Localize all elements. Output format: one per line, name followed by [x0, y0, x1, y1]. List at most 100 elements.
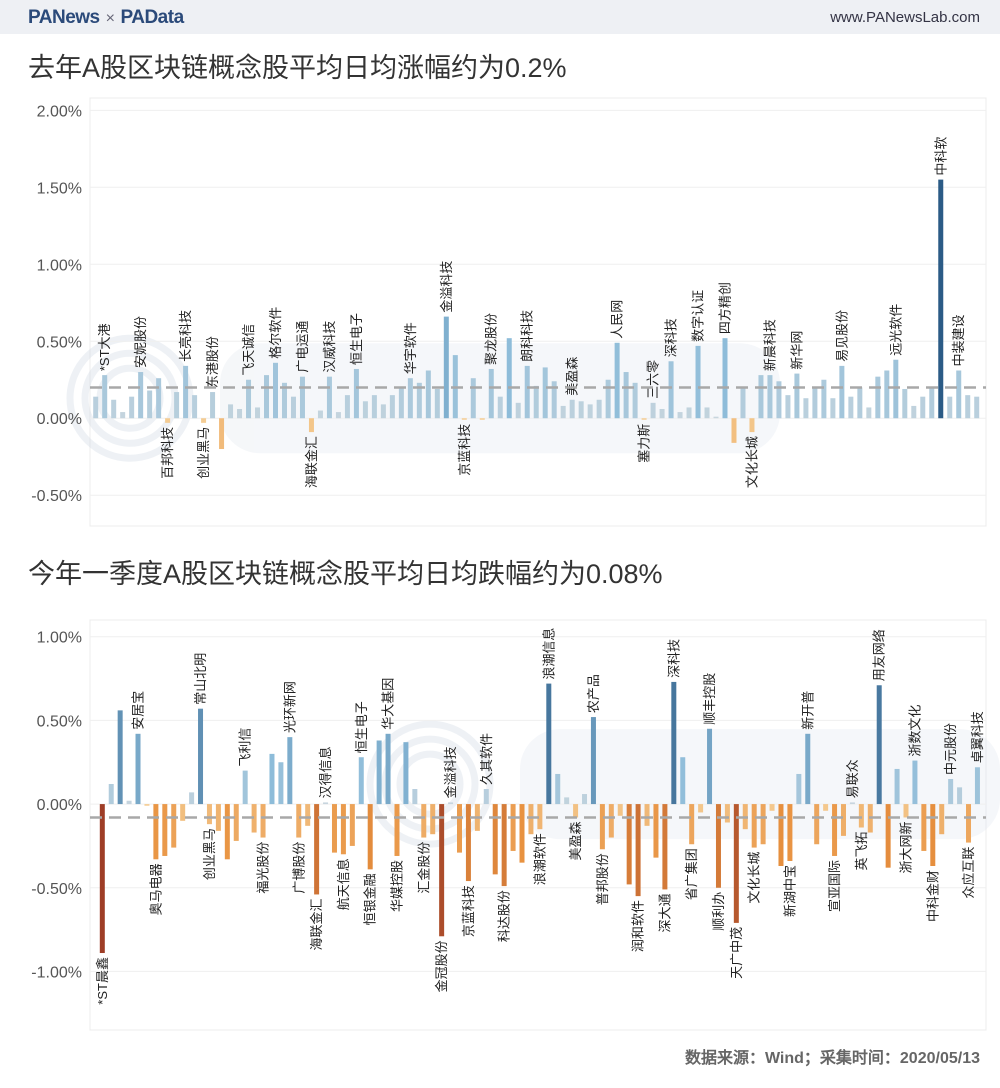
- bar: [273, 362, 278, 419]
- bar-label: 安妮股份: [133, 316, 148, 368]
- bar-label: 海联金汇: [309, 898, 324, 950]
- bar-label: 恒银金融: [363, 873, 378, 925]
- bar-label: 恒生电子: [349, 313, 364, 365]
- bar: [362, 401, 368, 419]
- bar: [796, 773, 802, 805]
- bar: [192, 395, 198, 419]
- bar: [421, 804, 427, 838]
- bar: [644, 804, 650, 826]
- bar: [237, 408, 243, 419]
- bar: [398, 387, 404, 419]
- bar: [165, 418, 171, 423]
- bar: [875, 376, 881, 419]
- bar: [457, 804, 462, 853]
- bar-label: *ST大港: [97, 323, 112, 371]
- bar: [340, 804, 346, 855]
- bar: [794, 373, 800, 419]
- bar-label: 创业黑马: [196, 427, 211, 479]
- bar: [653, 804, 659, 858]
- bar: [93, 396, 99, 419]
- bar: [564, 797, 570, 805]
- bar: [911, 405, 917, 419]
- bar: [434, 388, 440, 419]
- bar: [966, 804, 972, 843]
- bar-label: 浪潮信息: [541, 628, 556, 680]
- bar-label: 新晨科技: [762, 319, 777, 371]
- bar: [715, 804, 721, 888]
- bar: [758, 375, 764, 419]
- bar: [695, 345, 701, 419]
- bar: [832, 804, 838, 856]
- bar-label: 京蓝科技: [457, 424, 472, 476]
- bar: [326, 376, 332, 419]
- bar: [749, 418, 755, 433]
- bar-label: 中科金财: [925, 870, 940, 922]
- bar: [776, 381, 782, 419]
- bar: [599, 804, 605, 850]
- bar: [894, 768, 900, 805]
- bar: [305, 804, 311, 826]
- bar-label: 美盈森: [565, 357, 580, 396]
- bar: [144, 804, 150, 806]
- bar: [174, 392, 180, 419]
- data-source-note: 数据来源：Wind；采集时间：2020/05/13: [684, 1050, 980, 1067]
- bar: [698, 804, 704, 813]
- bar: [626, 804, 632, 885]
- bar-label: 汇金股份: [416, 842, 431, 894]
- bar: [641, 418, 647, 420]
- bar-label: 福光股份: [256, 842, 271, 894]
- y-tick-label: 1.00%: [37, 257, 82, 274]
- bar: [929, 387, 935, 419]
- plot-frame: [89, 619, 987, 1031]
- bar-label: 金冠股份: [434, 940, 449, 992]
- bar: [839, 365, 845, 419]
- bar: [376, 740, 382, 805]
- bar: [573, 804, 579, 818]
- bar: [479, 418, 485, 420]
- bar: [215, 804, 221, 831]
- bar: [180, 804, 186, 821]
- bar-label: 东港股份: [205, 336, 220, 388]
- bar: [120, 412, 126, 419]
- bar: [162, 804, 168, 856]
- bar: [111, 399, 117, 419]
- site-url: www.PANewsLab.com: [830, 9, 980, 26]
- bar: [778, 804, 784, 866]
- bar: [210, 392, 216, 419]
- bar: [308, 418, 314, 433]
- bar: [156, 378, 162, 419]
- bar: [344, 395, 350, 419]
- bar-label: 宣亚国际: [827, 860, 842, 912]
- bar: [317, 410, 323, 419]
- bar: [299, 376, 305, 419]
- bar: [707, 728, 713, 805]
- bar-label: 飞天诚信: [241, 324, 256, 376]
- bar-label: 光环新网: [282, 681, 297, 733]
- bar: [385, 733, 391, 805]
- bar-label: 新华网: [789, 331, 804, 370]
- bar-label: 金溢科技: [443, 746, 458, 798]
- bar: [251, 804, 257, 833]
- bar-label: 华媒控股: [389, 860, 404, 912]
- bar: [671, 681, 677, 805]
- bar-label: 奥马电器: [148, 863, 163, 915]
- bar-label: 远光软件: [888, 304, 903, 356]
- bar-label: 浪潮软件: [532, 833, 547, 885]
- bar: [733, 804, 739, 923]
- bar-label: 文化长城: [747, 852, 762, 904]
- bar: [448, 802, 454, 805]
- bar: [138, 372, 144, 419]
- bar-label: 浙数文化: [907, 705, 922, 757]
- bar: [902, 388, 908, 419]
- bar: [662, 804, 668, 890]
- bar: [617, 804, 623, 816]
- bar-label: 中元股份: [943, 723, 958, 775]
- bar-label: *ST晨鑫: [95, 957, 110, 1005]
- bar-label: 英飞拓: [854, 832, 869, 871]
- bar: [704, 407, 710, 419]
- bar-label: 文化长城: [744, 436, 759, 488]
- y-tick-label: -0.50%: [31, 881, 82, 898]
- bar: [582, 794, 588, 805]
- bar-label: 航天信息: [336, 858, 351, 910]
- plot-frame: [89, 97, 987, 527]
